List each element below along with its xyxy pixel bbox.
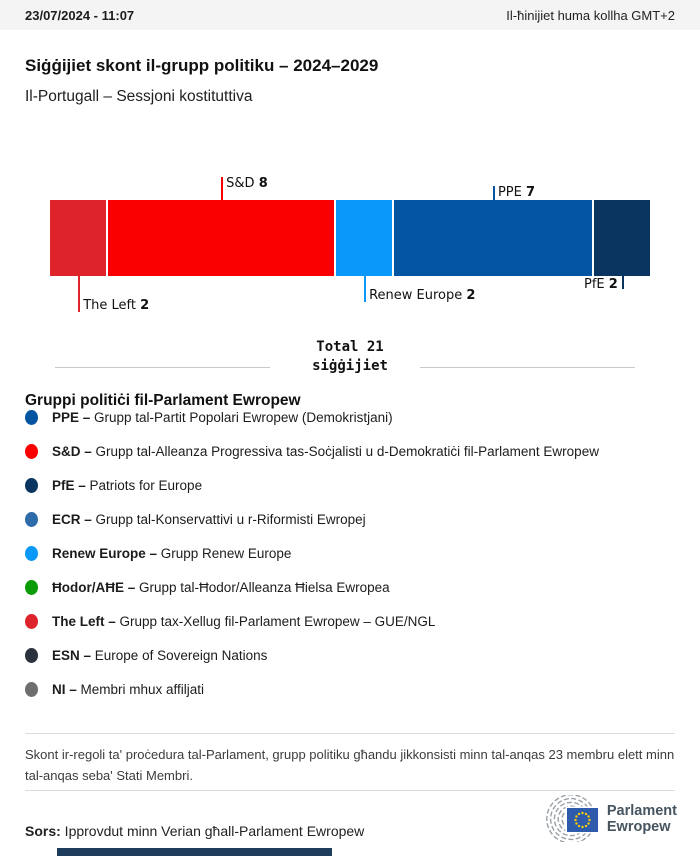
source-text: Ipprovdut minn Verian għall-Parlament Ew… — [60, 823, 365, 839]
group-color-dot — [25, 443, 38, 459]
ep-logo[interactable]: Parlament Ewropew — [529, 795, 677, 842]
page-title: Siġġijiet skont il-grupp politiku – 2024… — [25, 56, 379, 75]
total-seats-label: Total 21 siġġijiet — [0, 338, 700, 376]
total-seats-line2: siġġijiet — [312, 358, 388, 374]
bar-segment-s-d[interactable] — [108, 200, 334, 276]
group-color-dot — [25, 613, 38, 629]
source-label: Sors: — [25, 823, 61, 839]
legend-label: The Left – Grupp tax-Xellug fil-Parlamen… — [52, 613, 436, 629]
legend-item: S&D – Grupp tal-Alleanza Progressiva tas… — [25, 434, 680, 468]
ep-logo-line2: Ewropew — [606, 818, 671, 835]
total-divider-right — [420, 367, 635, 368]
group-color-dot — [25, 579, 38, 595]
seat-chart: The Left 2 S&D 8 Renew Europe 2 PPE 7 PfE 2 — [0, 170, 700, 330]
source-line: Sors: Ipprovdut minn Verian għall-Parlam… — [25, 823, 364, 839]
total-seats-block: Total 21 siġġijiet — [0, 336, 700, 384]
total-divider-left — [55, 367, 270, 368]
legend-item: ECR – Grupp tal-Konservattivi u r-Riform… — [25, 502, 680, 536]
bar-label: S&D 8 — [226, 176, 268, 191]
legend-item: Ħodor/AĦE – Grupp tal-Ħodor/Alleanza Ħie… — [25, 570, 680, 604]
legend-item: PfE – Patriots for Europe — [25, 468, 680, 502]
group-color-dot — [25, 511, 38, 527]
bar-label: The Left 2 — [83, 298, 150, 313]
group-color-dot — [25, 647, 38, 663]
legend-item: Renew Europe – Grupp Renew Europe — [25, 536, 680, 570]
legend-label: PPE – Grupp tal-Partit Popolari Ewropew … — [52, 409, 393, 425]
bar-label-tick — [221, 177, 224, 200]
bar-label: Renew Europe 2 — [369, 288, 476, 303]
legend-label: NI – Membri mhux affiljati — [52, 681, 205, 697]
header-bar: 23/07/2024 - 11:07 Il-ħinijiet huma koll… — [0, 0, 700, 30]
header-timezone-note: Il-ħinijiet huma kollha GMT+2 — [506, 7, 675, 23]
legend-label: ECR – Grupp tal-Konservattivi u r-Riform… — [52, 511, 366, 527]
legend-heading: Gruppi politiċi fil-Parlament Ewropew — [25, 392, 301, 409]
footnote-divider-top — [25, 733, 675, 734]
bottom-partial-bar — [57, 848, 332, 856]
bar-segment-pfe[interactable] — [593, 200, 650, 276]
legend-item: ESN – Europe of Sovereign Nations — [25, 638, 680, 672]
footnote: Skont ir-regoli ta' proċedura tal-Parlam… — [25, 747, 675, 783]
ep-hemicycle-icon — [545, 795, 600, 842]
legend-item: The Left – Grupp tax-Xellug fil-Parlamen… — [25, 604, 680, 638]
page-subtitle: Il-Portugall – Sessjoni kostituttiva — [25, 88, 253, 105]
group-color-dot — [25, 409, 38, 425]
bar-segment-the-left[interactable] — [50, 200, 107, 276]
group-color-dot — [25, 681, 38, 697]
total-seats-line1: Total 21 — [316, 339, 384, 355]
bar-label: PfE 2 — [584, 277, 618, 292]
bar-label-tick — [621, 276, 624, 289]
header-datetime: 23/07/2024 - 11:07 — [25, 7, 135, 23]
legend-label: S&D – Grupp tal-Alleanza Progressiva tas… — [52, 443, 599, 459]
bar-label-tick — [78, 276, 81, 312]
bar-segment-ppe[interactable] — [394, 200, 592, 276]
legend-item: PPE – Grupp tal-Partit Popolari Ewropew … — [25, 400, 680, 434]
group-color-dot — [25, 545, 38, 561]
legend-item: NI – Membri mhux affiljati — [25, 672, 680, 706]
legend-label: PfE – Patriots for Europe — [52, 477, 203, 493]
legend-label: Ħodor/AĦE – Grupp tal-Ħodor/Alleanza Ħie… — [52, 579, 390, 595]
group-color-dot — [25, 477, 38, 493]
bar-segment-renew-europe[interactable] — [335, 200, 393, 276]
eu-flag-icon — [565, 806, 600, 834]
legend-list: PPE – Grupp tal-Partit Popolari Ewropew … — [25, 400, 680, 706]
legend-label: ESN – Europe of Sovereign Nations — [52, 647, 268, 663]
bar-label-tick — [492, 186, 495, 200]
bar-label-tick — [364, 276, 367, 302]
ep-logo-wordmark: Parlament Ewropew — [607, 803, 677, 835]
bar-label: PPE 7 — [497, 185, 536, 200]
legend-label: Renew Europe – Grupp Renew Europe — [52, 545, 292, 561]
ep-logo-line1: Parlament — [606, 802, 677, 819]
footnote-divider-bottom — [25, 790, 675, 791]
